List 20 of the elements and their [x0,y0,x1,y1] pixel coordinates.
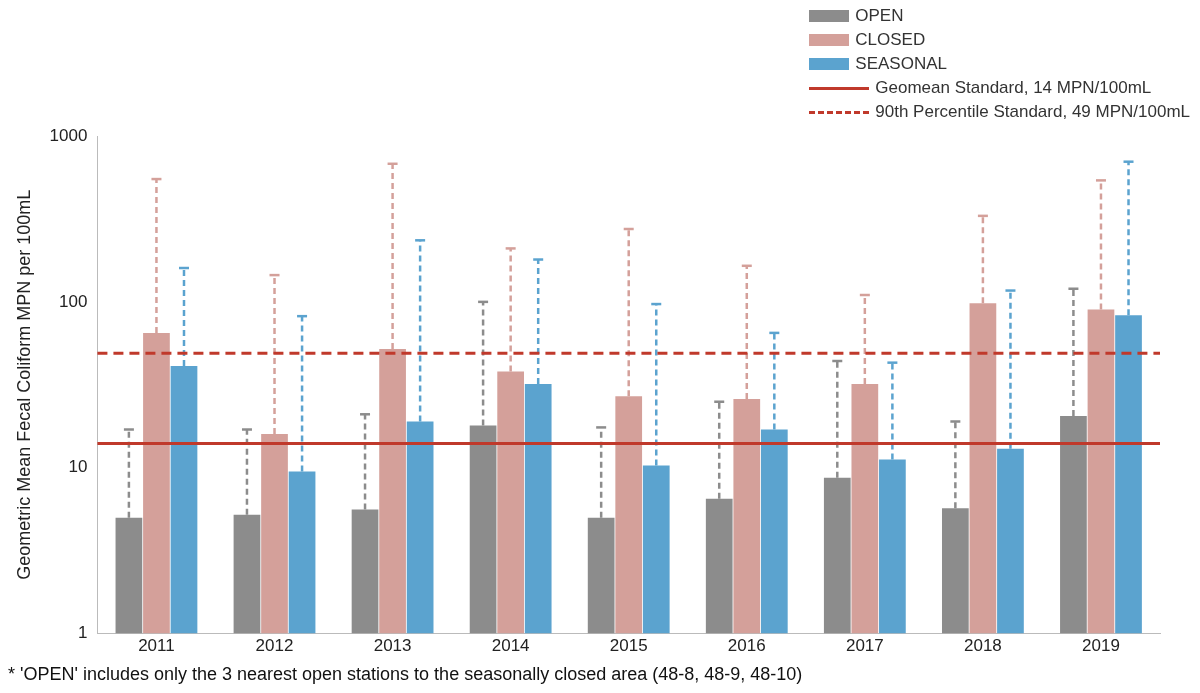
x-tick-label: 2014 [491,636,530,656]
legend-label: CLOSED [855,30,926,50]
y-tick-label: 1000 [49,125,88,145]
y-axis-title: Geometric Mean Fecal Coliform MPN per 100mL [13,189,34,580]
x-tick-label: 2015 [609,636,648,656]
legend-label: SEASONAL [855,54,947,74]
legend-label: OPEN [855,6,904,26]
legend-label: 90th Percentile Standard, 49 MPN/100mL [875,102,1190,122]
legend-label: Geomean Standard, 14 MPN/100mL [875,78,1152,98]
x-tick-label: 2012 [255,636,294,656]
x-tick-label: 2013 [373,636,412,656]
x-tick-label: 2016 [727,636,766,656]
y-tick-label: 1 [77,623,88,643]
x-tick-label: 2017 [845,636,884,656]
y-tick-label: 100 [59,291,88,311]
x-tick-label: 2019 [1082,636,1120,656]
x-tick-label: 2011 [138,636,175,656]
y-tick-label: 10 [68,457,88,477]
x-tick-label: 2018 [963,636,1002,656]
text: * 'OPEN' includes only the 3 nearest open stations to the seasonally closed area (48-8, 48-9, 48-10) [8,664,803,685]
